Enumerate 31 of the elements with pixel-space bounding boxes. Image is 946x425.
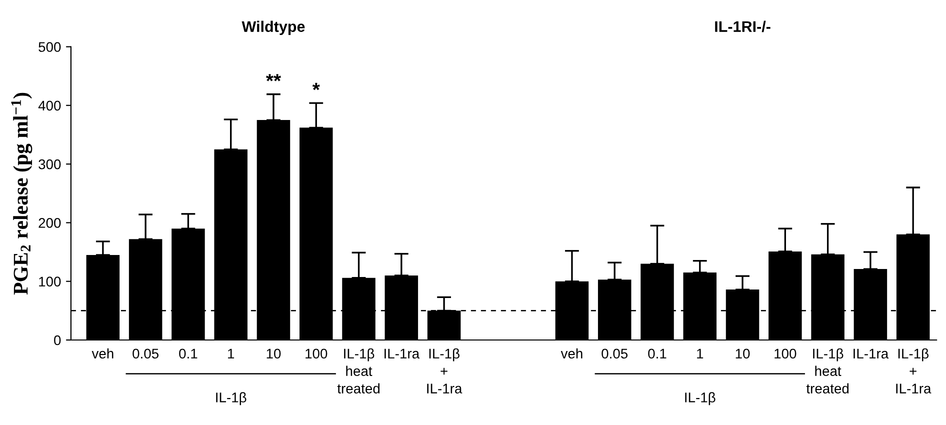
x-tick-label: veh bbox=[92, 348, 114, 359]
x-tick-label: IL-1ra bbox=[384, 348, 420, 359]
y-tick-label: 200 bbox=[38, 218, 61, 228]
x-tick-label: veh bbox=[560, 348, 582, 359]
text: IL-1RI-/- bbox=[715, 20, 770, 32]
x-tick-label: 100 bbox=[774, 348, 796, 359]
x-tick-label: IL-1β + IL-1ra bbox=[427, 348, 462, 394]
x-tick-label: 0.1 bbox=[179, 348, 198, 359]
x-tick-label: 0.05 bbox=[602, 348, 628, 359]
x-tick-label: 10 bbox=[736, 348, 750, 359]
text: IL-1β bbox=[216, 392, 246, 406]
x-tick-label: IL-1ra bbox=[854, 348, 889, 359]
y-tick-label: 400 bbox=[38, 100, 61, 111]
x-tick-label: 0.1 bbox=[648, 348, 666, 359]
x-tick-label: 0.05 bbox=[132, 348, 159, 359]
y-axis-title: PGE$_{2}$ release (pg ml$^{−1}$) bbox=[11, 92, 32, 295]
annotation: * bbox=[312, 82, 320, 90]
text: IL-1β bbox=[685, 392, 716, 406]
y-tick-label: 100 bbox=[39, 276, 61, 287]
x-tick-label: IL-1β heat treated bbox=[806, 348, 849, 394]
y-tick-label: 300 bbox=[38, 159, 61, 170]
x-tick-label: 1 bbox=[697, 348, 704, 358]
text: Wildtype bbox=[242, 20, 305, 36]
x-tick-label: 1 bbox=[228, 348, 234, 358]
annotation: ** bbox=[266, 74, 282, 82]
x-tick-label: 10 bbox=[266, 348, 281, 359]
y-tick-label: 0 bbox=[54, 335, 61, 346]
x-tick-label: 100 bbox=[306, 348, 328, 359]
y-tick-label: 500 bbox=[38, 42, 61, 52]
x-tick-label: IL-1β heat treated bbox=[337, 348, 380, 394]
x-tick-label: IL-1β + IL-1ra bbox=[896, 348, 932, 394]
